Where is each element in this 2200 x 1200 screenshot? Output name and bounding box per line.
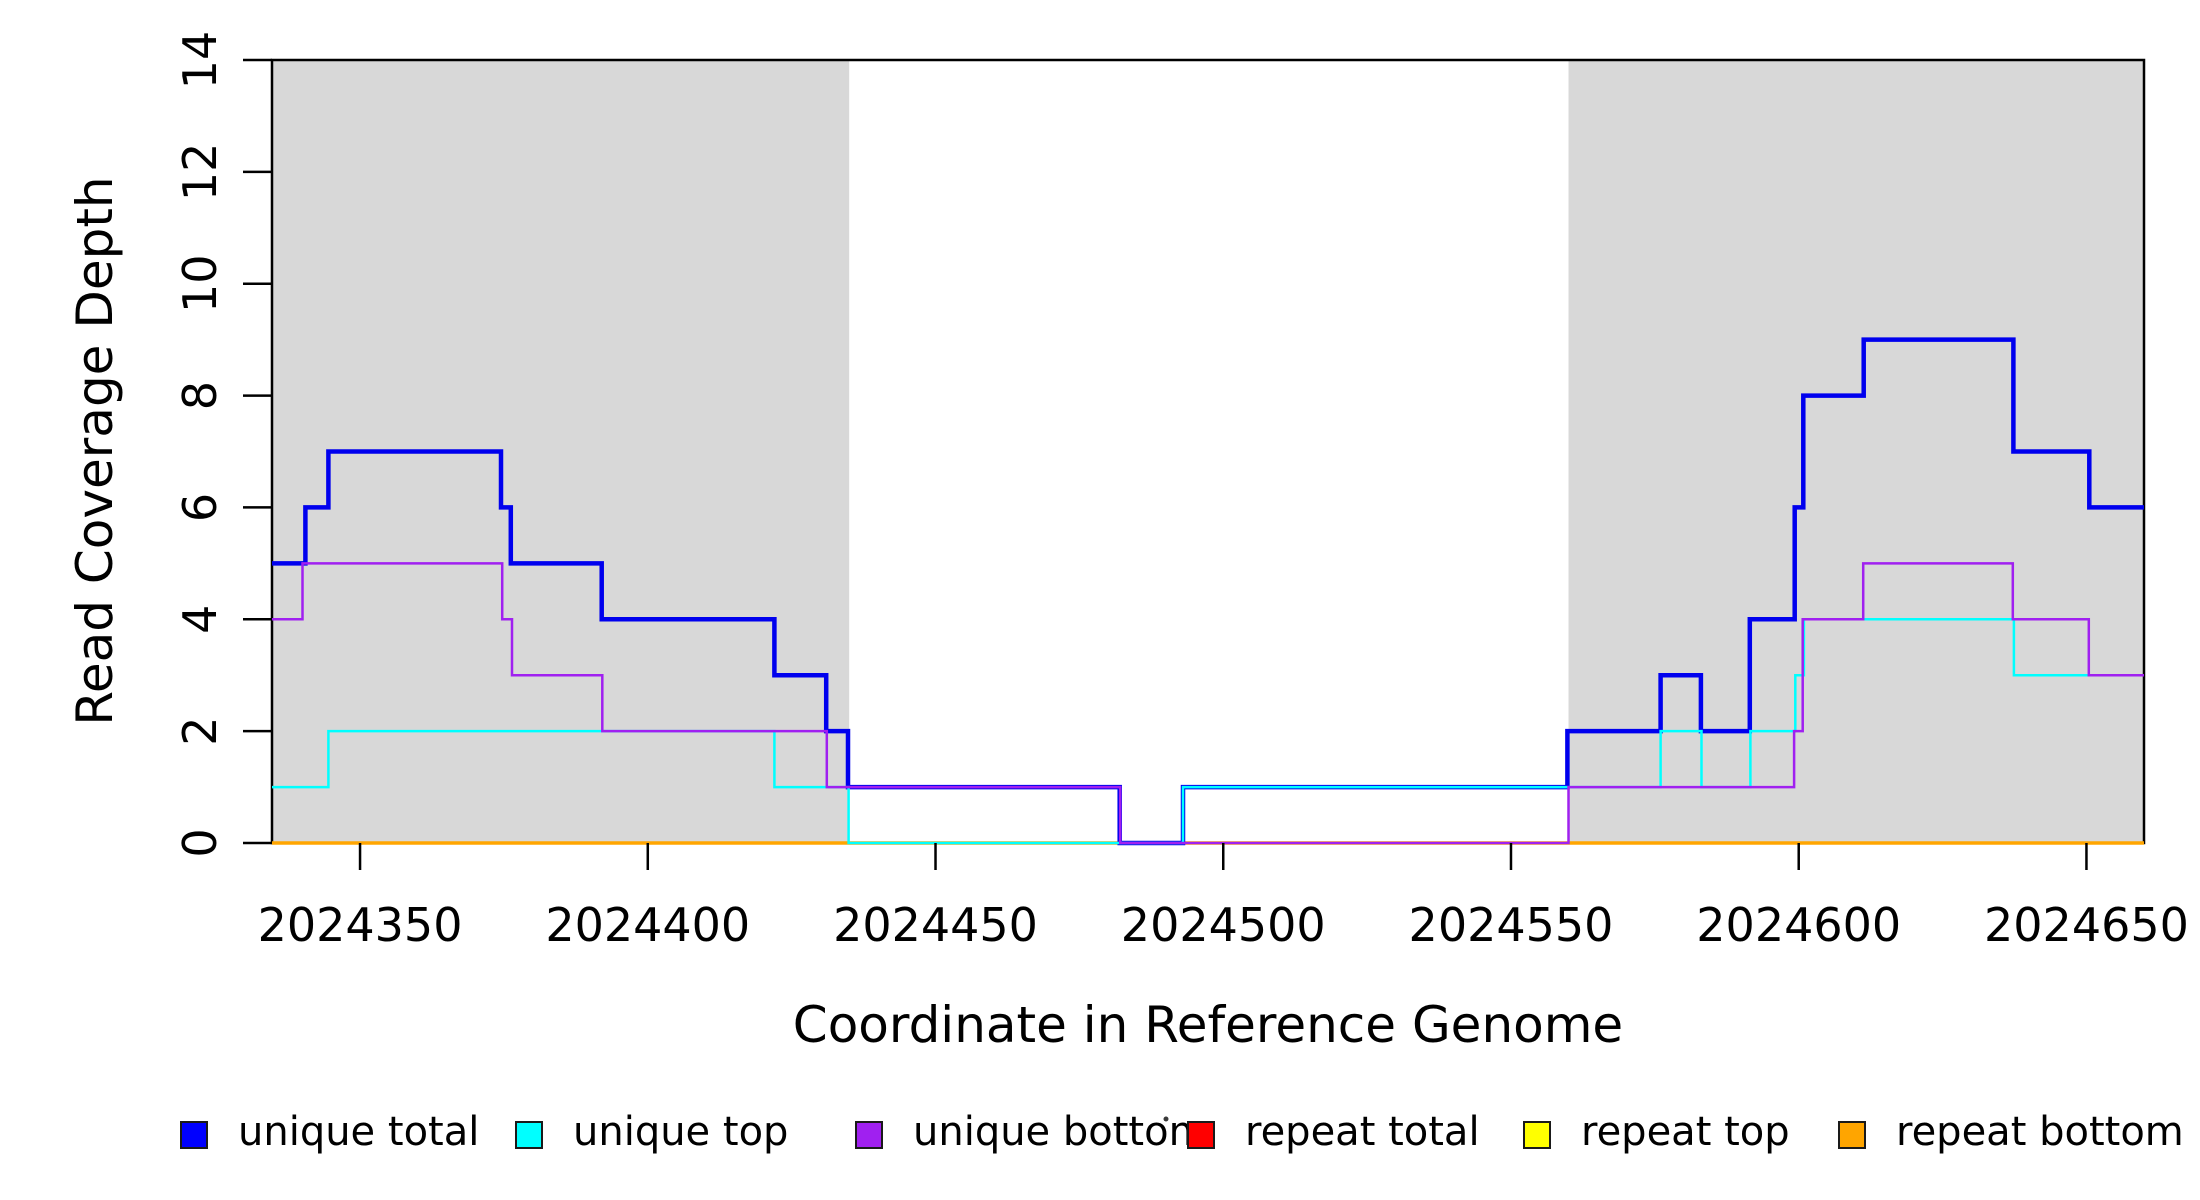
x-tick-label: 2024550 (1409, 898, 1614, 952)
x-tick-label: 2024650 (1984, 898, 2189, 952)
y-tick-label: 12 (173, 143, 227, 202)
y-tick-label: 4 (173, 605, 227, 634)
legend-label-repeat-bottom: repeat bottom (1896, 1109, 2184, 1155)
legend-label-unique-top: unique top (573, 1109, 788, 1155)
series-lines-layer (272, 337, 2144, 846)
y-tick-label: 10 (173, 254, 227, 313)
legend-swatch-unique-bottom-icon (855, 1121, 883, 1149)
shaded-regions-layer (272, 60, 2144, 843)
series-line-unique-bottom (272, 562, 2144, 845)
x-axis: 2024350 2024400 2024450 2024500 2024550 20246… (258, 843, 2189, 952)
legend-swatch-unique-total-icon (180, 1121, 208, 1149)
y-tick-label: 6 (173, 493, 227, 522)
x-tick-label: 2024400 (545, 898, 750, 952)
y-axis: 0 2 4 6 8 10 12 14 (173, 31, 272, 858)
x-tick-label: 2024500 (1121, 898, 1326, 952)
x-axis-title: Coordinate in Reference Genome (793, 996, 1623, 1054)
legend: unique total unique top unique bottom repea… (180, 1109, 2184, 1155)
y-tick-label: 14 (173, 31, 227, 90)
legend-swatch-repeat-top-icon (1523, 1121, 1551, 1149)
legend-swatch-repeat-total-icon (1187, 1121, 1215, 1149)
legend-label-repeat-top: repeat top (1581, 1109, 1790, 1155)
y-tick-label: 8 (173, 381, 227, 410)
x-tick-label: 2024450 (833, 898, 1038, 952)
legend-label-unique-bottom: unique bottom (913, 1109, 1208, 1155)
y-tick-label: 0 (173, 828, 227, 857)
x-tick-label: 2024600 (1696, 898, 1901, 952)
x-tick-label: 2024350 (258, 898, 463, 952)
legend-swatch-repeat-bottom-icon (1838, 1121, 1866, 1149)
y-tick-label: 2 (173, 717, 227, 746)
legend-swatch-unique-top-icon (515, 1121, 543, 1149)
legend-label-unique-total: unique total (238, 1109, 479, 1155)
stray-dot (1163, 1116, 1169, 1122)
legend-label-repeat-total: repeat total (1245, 1109, 1480, 1155)
y-axis-title: Read Coverage Depth (66, 176, 124, 725)
